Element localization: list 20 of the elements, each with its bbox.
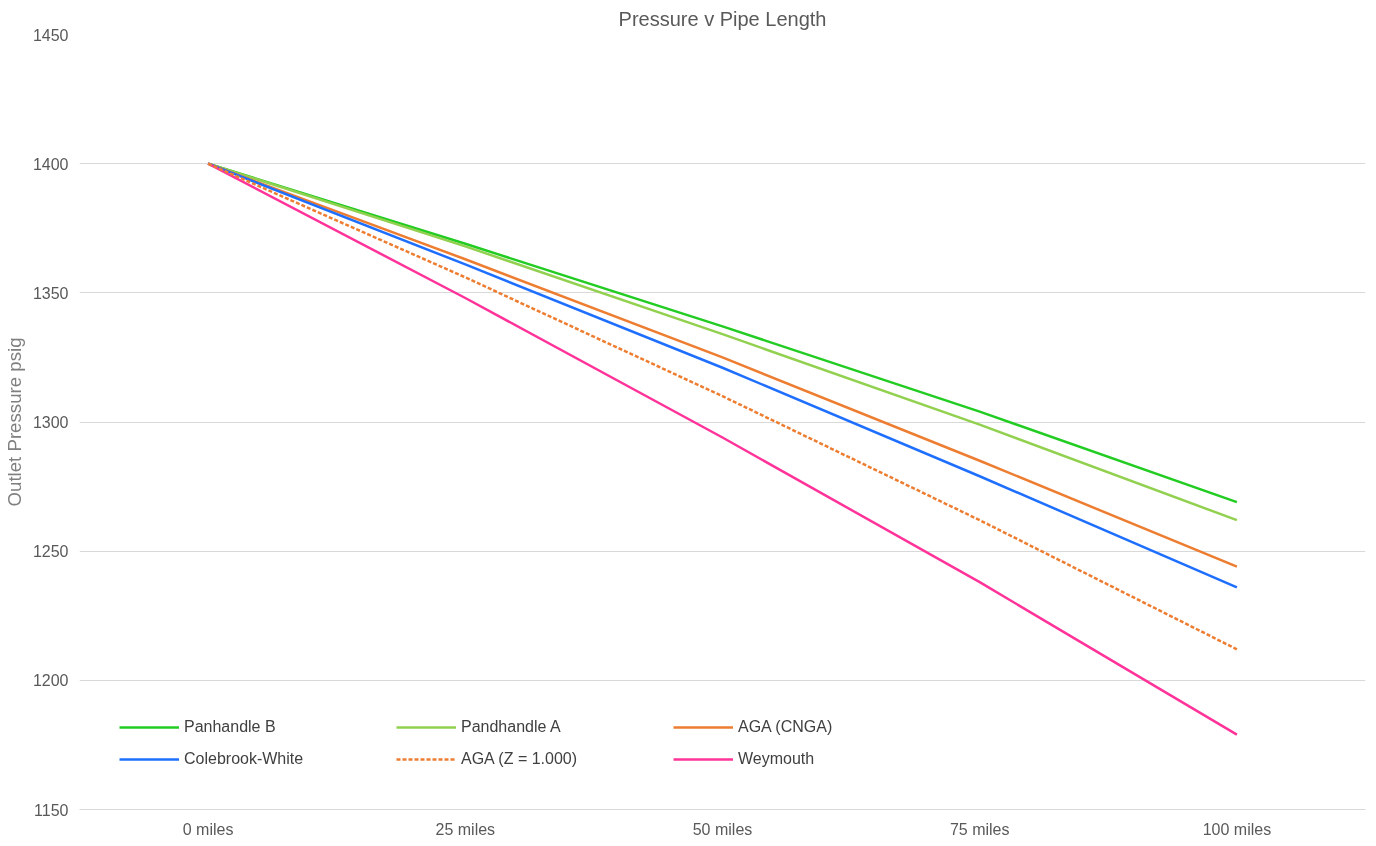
y-axis-title: Outlet Pressure psig [3,337,25,507]
x-tick-label: 50 miles [692,820,753,838]
chart-title: Pressure v Pipe Length [618,7,827,30]
y-tick-label: 1350 [32,284,69,302]
y-tick-label: 1200 [32,672,69,690]
legend-label: Colebrook-White [184,750,305,768]
x-tick-label: 75 miles [949,820,1010,838]
legend-label: Pandhandle A [461,718,562,736]
x-tick-label: 0 miles [182,820,234,838]
x-tick-label: 25 miles [435,820,496,838]
legend-label: AGA (Z = 1.000) [461,750,579,768]
y-tick-label: 1150 [34,801,69,819]
legend-label: Panhandle B [184,718,277,736]
legend-label: AGA (CNGA) [738,718,834,736]
x-tick-label: 100 miles [1202,820,1272,838]
y-tick-label: 1450 [32,26,69,44]
y-tick-label: 1250 [32,543,69,561]
y-tick-label: 1300 [32,414,69,431]
legend-label: Weymouth [738,750,816,768]
y-tick-label: 1400 [32,155,69,173]
